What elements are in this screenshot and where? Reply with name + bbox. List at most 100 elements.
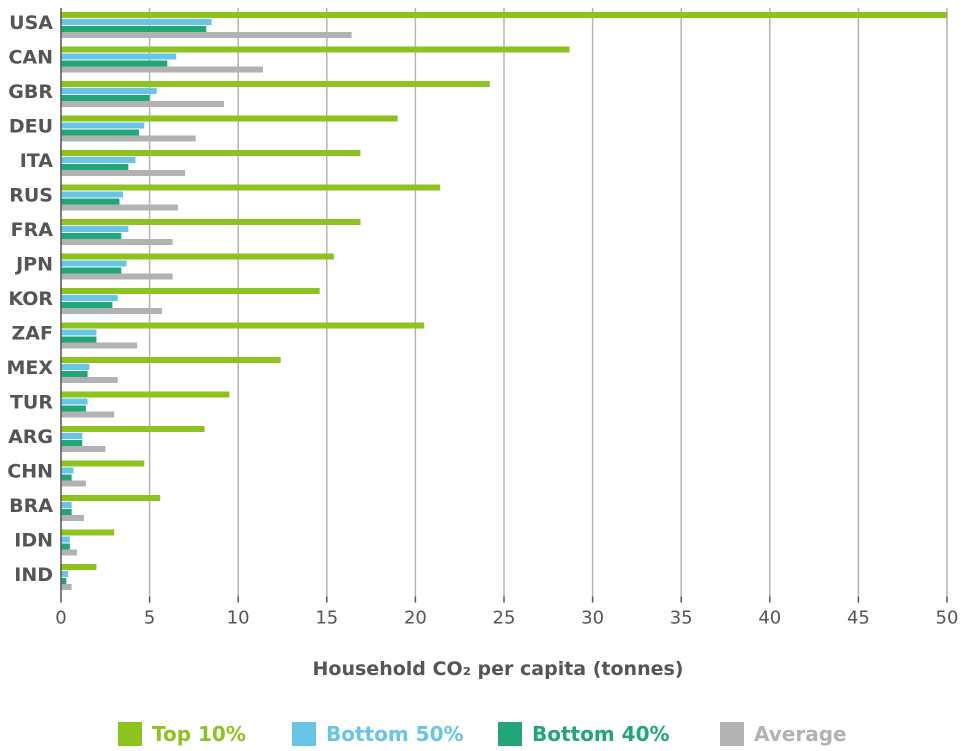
bar-gbr-average — [61, 101, 225, 107]
x-tick-label: 15 — [315, 608, 338, 629]
category-label: FRA — [11, 219, 54, 241]
legend-item: Top 10% — [118, 718, 246, 750]
category-label: IDN — [14, 530, 53, 552]
legend-item: Bottom 40% — [498, 718, 670, 750]
category-labels: USA CAN GBR DEU ITA RUS FRA JPN KOR ZAF MEX TUR ARG C… — [6, 12, 53, 586]
bar-kor-bottom-40 — [61, 302, 113, 308]
bar-fra-bottom-40 — [61, 233, 122, 239]
gridlines — [148, 8, 948, 597]
category-label: USA — [9, 12, 53, 34]
bar-gbr-bottom-50 — [61, 88, 157, 94]
bar-chn-average — [61, 480, 86, 487]
x-tick-label: 5 — [144, 608, 155, 629]
x-tick-label: 30 — [581, 608, 604, 629]
bar-idn-average — [61, 549, 77, 556]
bar-tur-average — [61, 411, 115, 418]
bar-arg-bottom-50 — [61, 433, 83, 439]
bar-arg-top-10 — [61, 426, 205, 432]
bar-kor-average — [61, 308, 163, 314]
legend-label: Average — [754, 722, 847, 746]
bar-fra-top-10 — [61, 219, 361, 225]
x-tick-labels: 0 5 10 15 20 25 30 35 40 45 50 — [55, 608, 958, 629]
bar-tur-bottom-40 — [61, 405, 86, 412]
x-tick-label: 50 — [936, 608, 959, 629]
bar-ita-top-10 — [61, 150, 361, 156]
legend-label: Bottom 40% — [532, 722, 670, 746]
bar-ind-bottom-50 — [61, 571, 69, 577]
bar-chn-bottom-40 — [61, 474, 72, 481]
bar-kor-bottom-50 — [61, 295, 118, 301]
category-label: TUR — [10, 392, 53, 414]
x-tick-label: 35 — [670, 608, 693, 629]
legend-item: Average — [720, 718, 847, 750]
category-label: CHN — [7, 461, 53, 483]
bar-deu-top-10 — [61, 115, 398, 122]
bar-rus-top-10 — [61, 184, 441, 191]
bar-zaf-average — [61, 342, 138, 349]
bar-chn-top-10 — [61, 460, 145, 467]
category-label: ARG — [8, 426, 53, 448]
category-label: CAN — [8, 47, 53, 69]
bar-deu-bottom-50 — [61, 122, 145, 129]
bar-can-bottom-40 — [61, 60, 168, 67]
bar-idn-bottom-50 — [61, 536, 70, 543]
bar-rus-bottom-40 — [61, 198, 120, 205]
category-label: GBR — [8, 81, 53, 103]
category-label: RUS — [9, 185, 53, 207]
category-label: ZAF — [12, 323, 53, 345]
x-tick-label: 0 — [55, 608, 66, 629]
category-label: ITA — [20, 150, 54, 172]
x-tick-label: 10 — [227, 608, 250, 629]
category-label: KOR — [8, 288, 53, 310]
bar-usa-average — [61, 32, 352, 38]
bar-chart: USA CAN GBR DEU ITA RUS FRA JPN KOR ZAF MEX TUR ARG C… — [6, 8, 958, 680]
legend: Top 10% Bottom 50% Bottom 40% Average — [0, 718, 965, 750]
bars — [61, 12, 947, 590]
category-label: JPN — [14, 254, 53, 276]
bar-idn-bottom-40 — [61, 543, 70, 550]
bar-gbr-top-10 — [61, 81, 490, 87]
legend-label: Top 10% — [152, 722, 246, 746]
x-axis-title: Household CO₂ per capita (tonnes) — [313, 658, 684, 680]
bar-chn-bottom-50 — [61, 467, 74, 474]
bar-mex-bottom-50 — [61, 364, 90, 370]
bar-jpn-average — [61, 273, 173, 280]
category-label: DEU — [9, 116, 53, 138]
bar-zaf-bottom-40 — [61, 336, 97, 343]
bar-can-bottom-50 — [61, 53, 177, 60]
bar-mex-average — [61, 377, 118, 383]
legend-label: Bottom 50% — [326, 722, 464, 746]
bar-ita-average — [61, 170, 186, 176]
legend-swatch — [720, 722, 744, 746]
bar-usa-top-10 — [61, 12, 947, 18]
bar-deu-average — [61, 135, 196, 142]
legend-swatch — [498, 722, 522, 746]
bar-kor-top-10 — [61, 288, 320, 294]
bar-tur-bottom-50 — [61, 398, 88, 405]
bar-rus-bottom-50 — [61, 191, 124, 198]
bar-fra-average — [61, 239, 173, 245]
bar-jpn-top-10 — [61, 253, 334, 260]
bar-idn-top-10 — [61, 529, 115, 536]
bar-bra-bottom-50 — [61, 502, 72, 508]
bar-ind-bottom-40 — [61, 578, 67, 584]
bar-jpn-bottom-50 — [61, 260, 127, 267]
legend-item: Bottom 50% — [292, 718, 464, 750]
x-tick-label: 40 — [758, 608, 781, 629]
bar-rus-average — [61, 204, 178, 211]
x-tick-label: 20 — [404, 608, 427, 629]
bar-fra-bottom-50 — [61, 226, 129, 232]
legend-swatch — [118, 722, 142, 746]
bar-zaf-top-10 — [61, 322, 425, 329]
bar-jpn-bottom-40 — [61, 267, 122, 274]
bar-arg-average — [61, 446, 106, 452]
category-label: MEX — [6, 357, 53, 379]
bar-ita-bottom-50 — [61, 157, 136, 163]
x-tick-label: 25 — [493, 608, 516, 629]
x-tick-label: 45 — [847, 608, 870, 629]
bar-bra-bottom-40 — [61, 509, 72, 515]
bar-gbr-bottom-40 — [61, 95, 150, 101]
bar-ita-bottom-40 — [61, 164, 129, 170]
axes — [60, 8, 948, 603]
category-label: BRA — [9, 495, 53, 517]
